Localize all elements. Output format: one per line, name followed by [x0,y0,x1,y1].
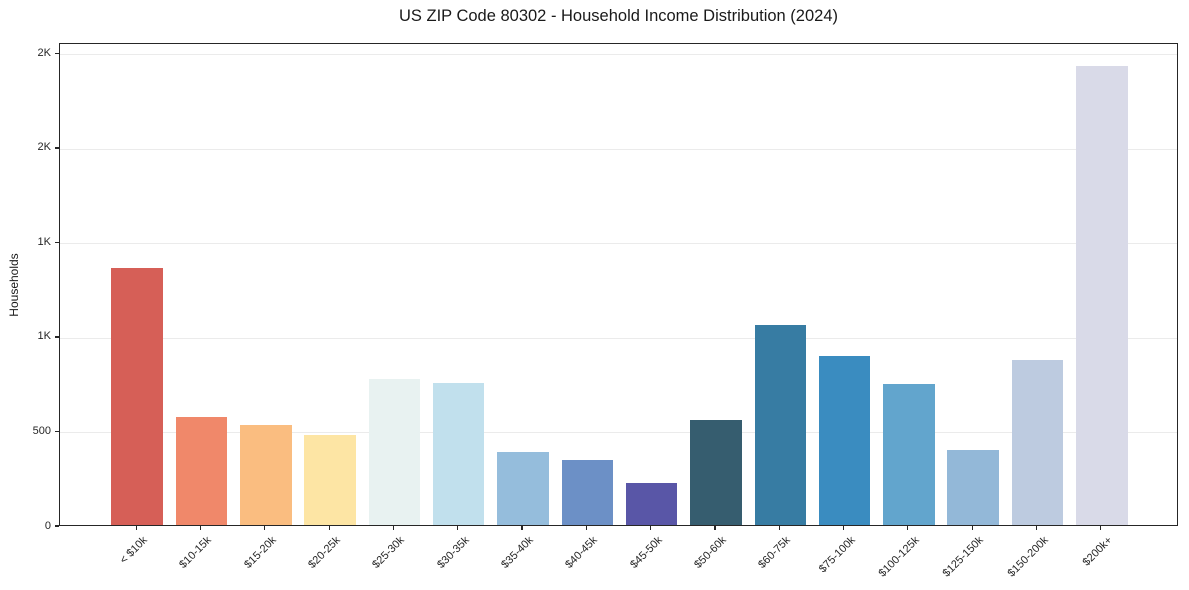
bar-$100-125k [883,384,935,525]
y-tick-mark [55,52,59,54]
y-tick-label: 500 [32,424,51,437]
bar-$60-75k [754,324,806,525]
bar-$150-200k [1011,359,1064,525]
x-tick-mark [1100,526,1102,530]
bar-$10-15k [175,417,228,525]
chart-title: US ZIP Code 80302 - Household Income Dis… [398,7,838,25]
y-tick-label: 1K [37,330,51,343]
x-tick-mark [328,526,330,530]
x-tick-mark [714,526,716,530]
x-tick-mark [1035,526,1038,530]
bar-$30-35k [433,383,485,525]
x-tick-mark [135,526,137,530]
gridline [60,337,1177,339]
y-tick-label: 2K [37,46,51,59]
plot-area [59,43,1178,526]
bar-$35-40k [497,452,549,525]
y-tick-mark [55,525,59,527]
bar-$125-150k [947,450,999,525]
bar-$45-50k [625,483,678,525]
bar-$15-20k [240,424,292,525]
y-tick-mark [55,430,59,433]
bar-$50-60k [690,420,742,525]
x-tick-mark [842,526,845,530]
gridline [60,432,1177,434]
bar-$20-25k [304,435,356,525]
bar-$25-30k [368,379,421,525]
y-tick-label: 0 [44,519,51,532]
x-tick-mark [778,526,780,530]
x-tick-label: < $10k [117,534,150,567]
x-tick-mark [199,526,202,530]
x-tick-mark [585,526,587,530]
y-tick-mark [55,336,59,338]
bar-$200k+ [1076,65,1128,525]
gridline [60,148,1177,150]
bar-< $10k [111,267,163,525]
y-tick-mark [55,147,59,149]
y-tick-label: 1K [37,235,51,248]
x-tick-mark [392,526,394,530]
x-tick-mark [650,526,652,530]
x-tick-mark [264,526,266,530]
bar-$40-45k [561,459,614,525]
y-tick-mark [55,241,59,244]
gridline [60,54,1177,56]
y-tick-label: 2K [37,141,51,154]
bar-$75-100k [818,355,871,525]
x-tick-mark [907,526,909,530]
x-tick-mark [457,526,459,530]
x-tick-mark [971,526,973,530]
x-tick-mark [521,526,523,530]
gridline [60,243,1177,245]
